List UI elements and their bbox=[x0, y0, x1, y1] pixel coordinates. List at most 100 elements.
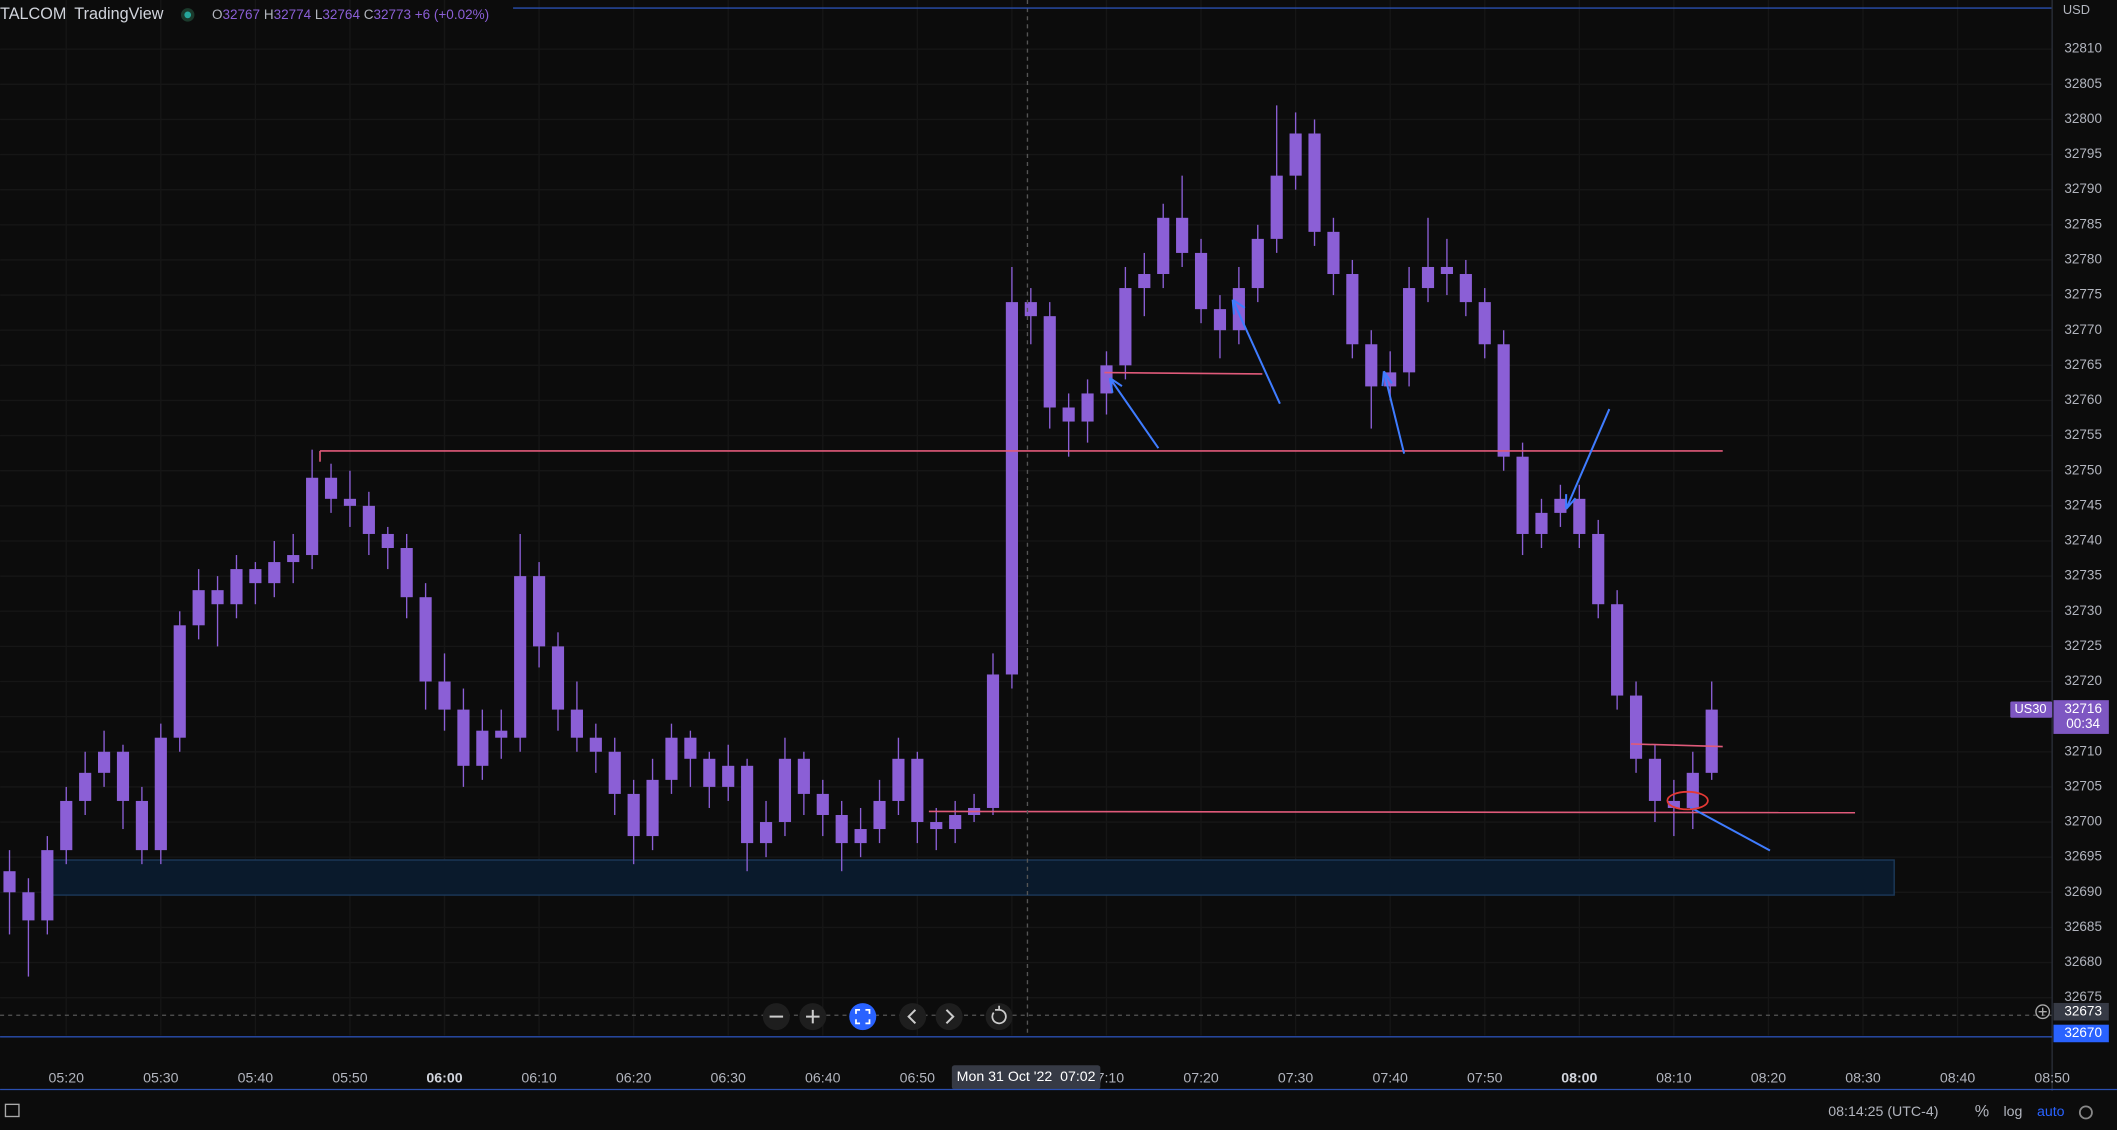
x-tick-label: 05:30 bbox=[143, 1070, 179, 1086]
y-tick-label: 32700 bbox=[2064, 814, 2102, 829]
candle-body bbox=[154, 737, 167, 851]
settings[interactable] bbox=[2078, 1105, 2093, 1120]
source: TradingView bbox=[74, 5, 163, 23]
candle-body bbox=[1365, 344, 1378, 387]
candle-body bbox=[135, 800, 148, 851]
y-tick-label: 32720 bbox=[2064, 673, 2102, 688]
candle-body bbox=[343, 498, 357, 506]
level-line bbox=[1104, 371, 1263, 375]
reset-chart[interactable] bbox=[985, 1003, 1013, 1031]
candle-body bbox=[192, 590, 205, 626]
candle-body bbox=[1459, 274, 1472, 303]
ohlc-value: 32764 bbox=[322, 6, 360, 21]
price-line-bg bbox=[2053, 1024, 2109, 1043]
clock: 08:14:25 (UTC-4) bbox=[1828, 1104, 1938, 1120]
candle-body bbox=[703, 758, 716, 787]
candle-body bbox=[1138, 274, 1151, 289]
candle-body bbox=[79, 772, 92, 801]
ohlc-label: L bbox=[315, 6, 323, 21]
drawings bbox=[319, 298, 1856, 852]
candle-body bbox=[1251, 238, 1264, 289]
icon bbox=[2038, 1007, 2047, 1016]
candle-body bbox=[514, 576, 527, 738]
x-tick-label: 07:40 bbox=[1372, 1070, 1408, 1086]
arrows bbox=[1108, 298, 1771, 852]
symbol: TALCOM bbox=[0, 5, 66, 23]
candle-body bbox=[1516, 456, 1529, 534]
x-tick-label: 08:40 bbox=[1940, 1070, 1976, 1086]
zone bbox=[50, 859, 1895, 896]
candle-body bbox=[60, 800, 73, 851]
candle-body bbox=[797, 758, 810, 794]
candle-body bbox=[570, 709, 583, 738]
candle-body bbox=[1005, 302, 1018, 675]
x-tick-label: 08:00 bbox=[1561, 1070, 1597, 1086]
candle-body bbox=[1176, 217, 1189, 253]
arrow bbox=[1565, 408, 1611, 510]
candle-body bbox=[495, 730, 508, 738]
log-toggle[interactable]: log bbox=[2004, 1104, 2023, 1120]
arrow bbox=[1689, 806, 1771, 852]
candle-body bbox=[1346, 274, 1359, 345]
candle-body bbox=[854, 829, 867, 844]
x-tick-label: 07:20 bbox=[1183, 1070, 1219, 1086]
y-tick-label: 32745 bbox=[2064, 497, 2102, 512]
candle-body bbox=[1213, 309, 1227, 331]
reset-scale[interactable] bbox=[849, 1003, 877, 1031]
x-tick-label: 08:10 bbox=[1656, 1070, 1692, 1086]
candle-body bbox=[1308, 133, 1321, 232]
x-tick-label: 08:50 bbox=[2034, 1070, 2070, 1086]
scroll-right[interactable] bbox=[935, 1003, 963, 1031]
crosshair-price: 32673 bbox=[2064, 1003, 2102, 1018]
ohlc-label: C bbox=[364, 6, 374, 21]
candle-body bbox=[1478, 302, 1491, 345]
candle-body bbox=[873, 800, 886, 830]
x-tick-label: 05:50 bbox=[332, 1070, 368, 1086]
add-alert[interactable] bbox=[2035, 1004, 2051, 1020]
percent-toggle[interactable]: % bbox=[1975, 1103, 1989, 1121]
y-tick-label: 32780 bbox=[2064, 252, 2102, 267]
candle-body bbox=[551, 646, 565, 710]
y-tick-label: 32730 bbox=[2064, 603, 2102, 618]
candle-body bbox=[1497, 344, 1510, 457]
candle-body bbox=[1421, 266, 1435, 289]
candle-body bbox=[665, 737, 678, 780]
candle-body bbox=[1327, 231, 1340, 275]
y-tick-label: 32725 bbox=[2064, 638, 2102, 653]
ohlc: O32767 H32774 L32764 C32773 +6 (+0.02%) bbox=[212, 6, 489, 21]
candle-body bbox=[324, 477, 338, 499]
x-tick-label: 05:20 bbox=[49, 1070, 85, 1086]
candle-body bbox=[911, 758, 924, 823]
ohlc-value: 32774 bbox=[274, 6, 312, 21]
candle-body bbox=[816, 793, 829, 815]
candle-body bbox=[684, 737, 697, 759]
candle-body bbox=[362, 505, 375, 534]
y-tick-label: 32740 bbox=[2064, 533, 2102, 548]
price-line-label: 32670 bbox=[2064, 1025, 2102, 1040]
change: +6 (+0.02%) bbox=[415, 6, 489, 21]
candle-body bbox=[230, 569, 243, 605]
currency[interactable]: USD bbox=[2063, 2, 2090, 17]
candle-body bbox=[949, 814, 962, 830]
y-tick-label: 32785 bbox=[2064, 216, 2102, 231]
candle-body bbox=[457, 709, 470, 766]
y-tick-label: 32765 bbox=[2064, 357, 2102, 372]
scroll-left[interactable] bbox=[899, 1003, 927, 1031]
icon bbox=[806, 1009, 820, 1024]
candles bbox=[3, 105, 1718, 977]
icon bbox=[991, 1005, 1007, 1025]
y-tick-label: 32805 bbox=[2064, 76, 2102, 91]
status-icon[interactable] bbox=[4, 1103, 20, 1118]
auto-toggle[interactable]: auto bbox=[2037, 1104, 2065, 1120]
y-tick-label: 32735 bbox=[2064, 568, 2102, 583]
y-tick-label: 32790 bbox=[2064, 181, 2102, 196]
y-tick-label: 32755 bbox=[2064, 427, 2102, 442]
x-tick-label: 05:40 bbox=[238, 1070, 274, 1086]
icon bbox=[855, 1008, 871, 1025]
candle-body bbox=[438, 681, 451, 710]
y-tick-label: 32810 bbox=[2064, 41, 2102, 56]
x-tick-label: 08:20 bbox=[1751, 1070, 1787, 1086]
y-tick-label: 32690 bbox=[2064, 884, 2102, 899]
candle-body bbox=[1403, 288, 1416, 373]
